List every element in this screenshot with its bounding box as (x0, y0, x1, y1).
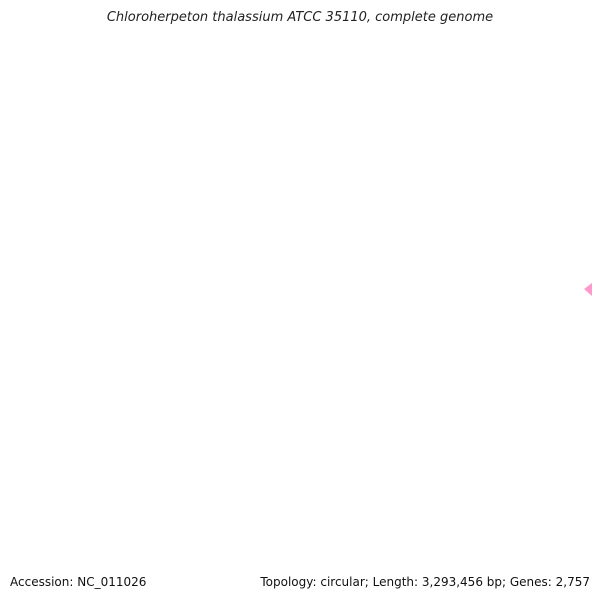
map-title: Chloroherpeton thalassium ATCC 35110, co… (106, 10, 494, 25)
partial-feature-marker (584, 283, 592, 296)
accession-text: Accession: NC_011026 (10, 575, 147, 589)
genome-summary-text: Topology: circular; Length: 3,293,456 bp… (260, 575, 590, 589)
